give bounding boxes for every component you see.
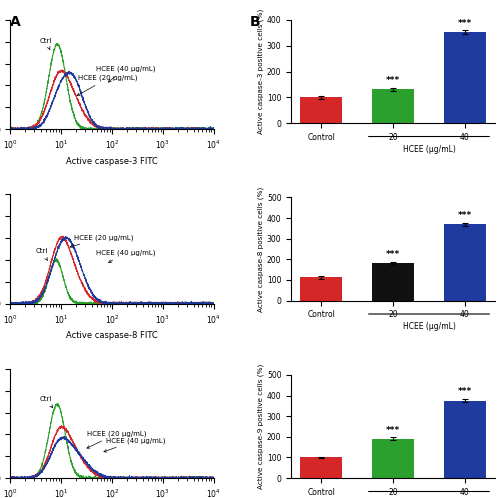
Text: ***: *** [386, 250, 400, 259]
X-axis label: Active caspase-8 FITC: Active caspase-8 FITC [66, 331, 158, 340]
Text: HCEE (20 μg/mL): HCEE (20 μg/mL) [70, 234, 134, 248]
Y-axis label: Active caspase-8 positive cells (%): Active caspase-8 positive cells (%) [258, 186, 264, 312]
X-axis label: Active caspase-3 FITC: Active caspase-3 FITC [66, 157, 158, 166]
Text: HCEE (20 μg/mL): HCEE (20 μg/mL) [86, 431, 146, 448]
Bar [300, 277, 342, 301]
Text: HCEE (20 μg/mL): HCEE (20 μg/mL) [77, 75, 138, 96]
Text: HCEE (40 μg/mL): HCEE (40 μg/mL) [96, 249, 155, 262]
Bar [372, 89, 414, 123]
Text: HCEE (μg/mL): HCEE (μg/mL) [402, 145, 456, 154]
Text: ***: *** [458, 387, 472, 396]
Text: Ctrl: Ctrl [36, 249, 48, 260]
Bar [444, 401, 486, 478]
Text: HCEE (μg/mL): HCEE (μg/mL) [402, 322, 456, 331]
Text: ***: *** [458, 18, 472, 28]
Text: ***: *** [458, 211, 472, 220]
Bar [444, 32, 486, 123]
Text: HCEE (40 μg/mL): HCEE (40 μg/mL) [104, 437, 165, 452]
Text: Ctrl: Ctrl [40, 38, 52, 49]
Bar [444, 224, 486, 301]
Bar [300, 458, 342, 478]
Text: HCEE (40 μg/mL): HCEE (40 μg/mL) [96, 65, 155, 82]
Y-axis label: Active caspase-9 positive cells (%): Active caspase-9 positive cells (%) [258, 364, 264, 489]
Bar [300, 97, 342, 123]
Text: Ctrl: Ctrl [40, 395, 52, 408]
Text: A: A [10, 15, 21, 29]
Bar [372, 263, 414, 301]
Text: ***: *** [386, 426, 400, 435]
Text: ***: *** [386, 76, 400, 85]
Text: B: B [250, 15, 260, 29]
Bar [372, 439, 414, 478]
Y-axis label: Active caspase-3 positive cells (%): Active caspase-3 positive cells (%) [258, 9, 264, 134]
